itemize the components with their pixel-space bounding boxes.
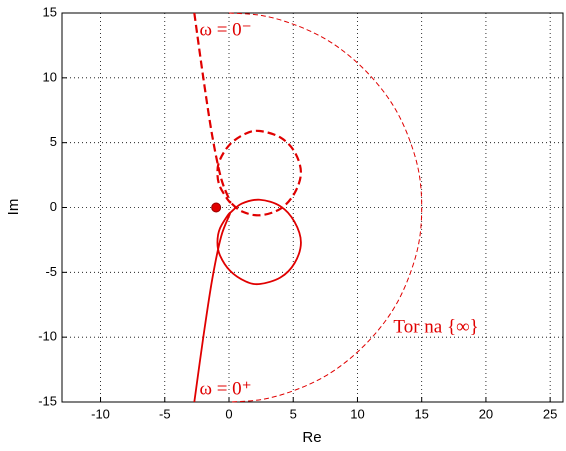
x-axis-label: Re — [302, 429, 321, 446]
x-tick-label: 15 — [414, 406, 428, 421]
y-axis-label: Im — [5, 199, 22, 216]
critical-point — [211, 202, 222, 213]
annotation: Tor na {∞} — [393, 316, 478, 337]
x-tick-label: 25 — [543, 406, 557, 421]
y-tick-label: 10 — [43, 69, 57, 84]
y-tick-label: 15 — [43, 4, 57, 19]
y-tick-label: -10 — [38, 329, 57, 344]
annotation: ω = 0⁻ — [199, 20, 251, 41]
x-tick-label: 0 — [225, 406, 232, 421]
x-tick-label: -10 — [91, 406, 110, 421]
plot-frame — [61, 12, 564, 403]
y-tick-label: -15 — [38, 393, 57, 408]
curve — [228, 12, 423, 403]
curve — [193, 198, 302, 403]
x-tick-label: 20 — [479, 406, 493, 421]
y-tick-label: 0 — [50, 199, 57, 214]
curve — [193, 12, 303, 217]
x-tick-label: 10 — [350, 406, 364, 421]
annotation: ω = 0⁺ — [199, 379, 251, 400]
y-tick-label: -5 — [45, 264, 57, 279]
x-tick-label: -5 — [159, 406, 171, 421]
y-tick-label: 5 — [50, 134, 57, 149]
x-tick-label: 5 — [290, 406, 297, 421]
